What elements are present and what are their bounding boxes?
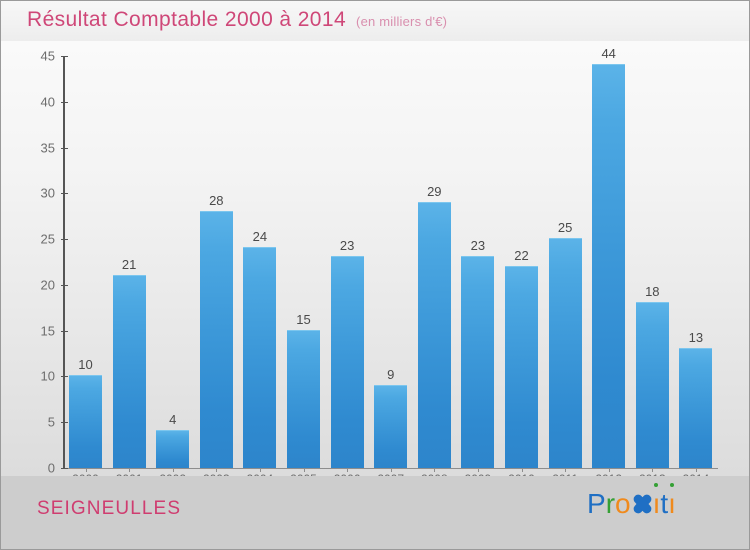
y-axis-label: 25: [40, 231, 55, 247]
logo-letter-i2: ı: [668, 483, 676, 520]
x-axis-tick: [477, 468, 479, 472]
chart-subtitle: (en milliers d'€): [356, 14, 448, 29]
bar[interactable]: [287, 329, 320, 468]
plot-region: 0 5 10 15 20 25 30 35 40 45 10 21 4 28 24 15 23 9 29 23 22 2…: [1, 41, 749, 486]
bar-value-label: 25: [557, 220, 573, 236]
x-axis-tick: [259, 468, 261, 472]
bar-value-label: 15: [296, 311, 311, 327]
bar-value-label: 4: [169, 412, 177, 428]
bar-value-label: 29: [427, 183, 442, 199]
bar[interactable]: [461, 256, 495, 468]
bar[interactable]: [243, 247, 277, 468]
bar[interactable]: [156, 430, 190, 468]
bar-slot: 29: [417, 56, 451, 468]
y-axis-label: 20: [40, 277, 55, 293]
bar[interactable]: [69, 375, 102, 468]
y-axis-label: 35: [40, 140, 55, 156]
x-axis-tick: [565, 468, 567, 472]
y-axis-line: [63, 56, 65, 469]
x-axis-tick: [652, 468, 654, 472]
y-axis-tick: [61, 330, 68, 332]
y-axis-label: 45: [40, 48, 55, 64]
bar-slot: 21: [112, 56, 146, 468]
page-title: Résultat Comptable 2000 à 2014: [27, 8, 347, 31]
y-axis-tick: [61, 468, 68, 469]
chart-header: Résultat Comptable 2000 à 2014 (en millie…: [1, 1, 749, 41]
y-axis-label: 0: [47, 460, 55, 476]
bar-slot: 9: [374, 56, 408, 468]
y-axis-label: 5: [47, 414, 55, 430]
x-axis-tick: [216, 468, 218, 472]
x-axis-tick: [390, 468, 392, 472]
title-group: Résultat Comptable 2000 à 2014 (en millie…: [27, 8, 447, 32]
x-axis-tick: [608, 468, 610, 472]
x-axis-tick: [434, 468, 436, 472]
bar[interactable]: [592, 64, 626, 468]
bar[interactable]: [548, 238, 582, 468]
bar-slot: 25: [548, 56, 582, 468]
bar[interactable]: [417, 201, 451, 468]
bar-value-label: 23: [339, 238, 355, 254]
bar-slot: 4: [156, 56, 190, 468]
bar-value-label: 44: [601, 46, 616, 62]
bar-slot: 15: [287, 56, 320, 468]
y-axis-tick: [61, 101, 68, 103]
bar[interactable]: [374, 384, 408, 468]
logo-letter-o: o: [615, 488, 631, 519]
logo-letter-t: t: [660, 488, 669, 519]
x-axis-tick: [172, 468, 174, 472]
y-axis-label: 30: [40, 185, 55, 201]
bar-value-label: 13: [688, 329, 704, 345]
bar-value-label: 10: [78, 357, 93, 373]
chart-axes: 0 5 10 15 20 25 30 35 40 45 10 21 4 28 24 15 23 9 29 23 22 2…: [41, 46, 723, 486]
x-axis-tick: [695, 468, 697, 472]
bar-value-label: 23: [470, 238, 486, 254]
bar[interactable]: [199, 210, 233, 468]
x-axis-tick: [303, 468, 305, 472]
bar-slot: 23: [330, 56, 364, 468]
bar-slot: 28: [199, 56, 233, 468]
logo-letter-x: [631, 491, 653, 517]
bar[interactable]: [112, 274, 146, 468]
logo-letter-p: P: [587, 488, 606, 519]
y-axis-tick: [61, 56, 68, 57]
bar-slot: 10: [69, 56, 102, 468]
logo-letter-r: r: [605, 488, 616, 519]
bar-slot: 18: [635, 56, 669, 468]
bar-value-label: 21: [121, 256, 137, 272]
x-axis-line: [63, 468, 718, 469]
bar[interactable]: [505, 265, 538, 468]
bar-value-label: 18: [645, 284, 660, 300]
proxiti-logo[interactable]: Pro ı tı: [587, 483, 676, 520]
y-axis-tick: [61, 239, 68, 241]
y-axis-label: 40: [40, 94, 55, 110]
bar-slot: 23: [461, 56, 495, 468]
y-axis-tick: [61, 147, 68, 149]
bar[interactable]: [635, 302, 669, 468]
logo-letter-i1: ı: [653, 483, 660, 520]
y-axis-tick: [61, 284, 68, 286]
y-axis-tick: [61, 376, 68, 378]
bar[interactable]: [330, 256, 364, 468]
bar-slot: 13: [679, 56, 713, 468]
bar-slot: 24: [243, 56, 277, 468]
bar-value-label: 28: [209, 192, 224, 208]
y-axis-tick: [61, 193, 68, 195]
x-axis-tick: [347, 468, 349, 472]
bar-value-label: 22: [514, 247, 529, 263]
bar-value-label: 9: [387, 366, 395, 382]
x-axis-tick: [85, 468, 87, 472]
bar[interactable]: [679, 347, 713, 468]
bar-slot: 22: [505, 56, 538, 468]
bar-slot: 44: [592, 46, 626, 468]
x-axis-tick: [521, 468, 523, 472]
y-axis-label: 10: [40, 368, 55, 384]
chart-footer: SEIGNEULLES Pro ı tı: [1, 476, 749, 549]
y-axis-tick: [61, 422, 68, 424]
y-axis-label: 15: [40, 323, 55, 339]
place-name: SEIGNEULLES: [37, 498, 182, 519]
x-axis-tick: [129, 468, 131, 472]
bar-value-label: 24: [252, 229, 268, 245]
